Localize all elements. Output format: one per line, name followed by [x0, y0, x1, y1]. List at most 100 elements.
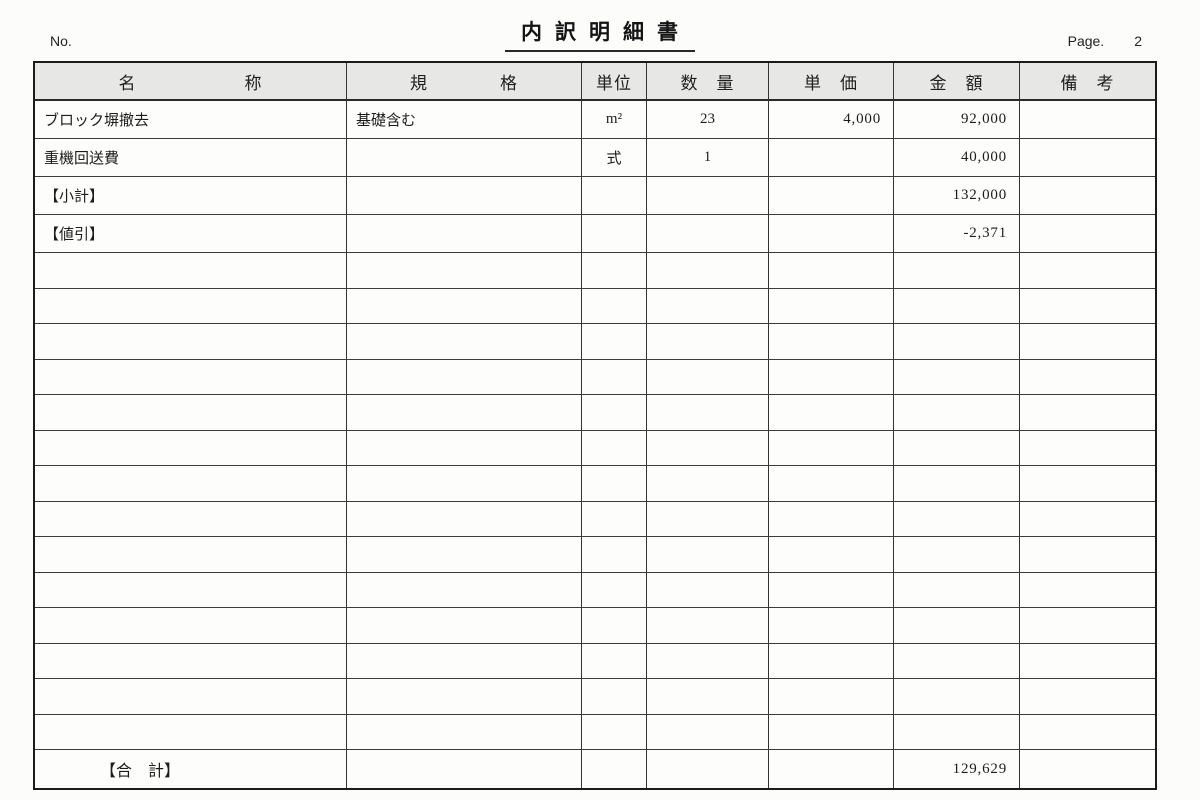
table-cell-empty: [769, 253, 894, 288]
table-cell-empty: [1020, 395, 1155, 430]
table-cell-empty: [1020, 431, 1155, 466]
table-cell-empty: [35, 395, 347, 430]
cell-qty: 1: [647, 139, 769, 176]
cell-total-label: 【合 計】: [35, 750, 347, 788]
cell-note: [1020, 215, 1155, 252]
table-cell-empty: [582, 572, 647, 607]
table-cell-empty: [647, 608, 769, 643]
table-cell-empty: [769, 324, 894, 359]
table-cell-empty: [894, 714, 1020, 749]
table-cell-empty: [769, 572, 894, 607]
table-cell-empty: [35, 608, 347, 643]
cell-name: ブロック塀撤去: [35, 101, 347, 138]
page-title: 内訳明細書: [505, 16, 695, 52]
table-cell-empty: [647, 714, 769, 749]
table-row-empty: [35, 324, 1155, 360]
table-cell-empty: [35, 430, 347, 465]
cell-total-amount: 129,629: [894, 750, 1020, 788]
table-cell-empty: [582, 288, 647, 323]
table-cell-empty: [769, 714, 894, 749]
table-cell-empty: [35, 359, 347, 394]
table-row-empty: [35, 572, 1155, 608]
cell-unit-price: [769, 177, 894, 214]
table-cell-empty: [582, 324, 647, 359]
table-cell-empty: [769, 501, 894, 536]
col-header-name: 名 称: [35, 63, 347, 99]
table-cell-empty: [894, 359, 1020, 394]
table-cell-empty: [647, 750, 769, 788]
table-cell-empty: [647, 679, 769, 714]
table-cell-empty: [582, 643, 647, 678]
table-cell-empty: [35, 572, 347, 607]
table-cell-empty: [1020, 253, 1155, 288]
cell-unit: m²: [582, 101, 647, 138]
table-cell-empty: [582, 253, 647, 288]
table-cell-empty: [894, 679, 1020, 714]
table-cell-empty: [1020, 608, 1155, 643]
cell-spec: [347, 139, 582, 176]
cell-amount: 92,000: [894, 101, 1020, 138]
table-cell-empty: [894, 288, 1020, 323]
table-cell-empty: [582, 714, 647, 749]
no-label: No.: [50, 33, 72, 49]
table-cell-empty: [347, 537, 582, 572]
table-cell-empty: [647, 466, 769, 501]
table-cell-empty: [35, 714, 347, 749]
table-cell-empty: [582, 395, 647, 430]
table-cell-empty: [769, 643, 894, 678]
table-cell-empty: [894, 395, 1020, 430]
cell-note: [1020, 101, 1155, 138]
table-cell-empty: [35, 253, 347, 288]
table-cell-empty: [347, 466, 582, 501]
cell-qty: [647, 215, 769, 252]
table-cell-empty: [35, 288, 347, 323]
table-cell-empty: [769, 395, 894, 430]
table-row-empty: [35, 714, 1155, 750]
table-row-empty: [35, 395, 1155, 431]
table-cell-empty: [1020, 502, 1155, 537]
table-header-row: 名 称 規 格 単位 数 量 単 価 金 額 備 考: [35, 63, 1155, 101]
table-cell-empty: [894, 324, 1020, 359]
cell-qty: [647, 177, 769, 214]
cell-unit: [582, 177, 647, 214]
table-row-empty: [35, 430, 1155, 466]
table-cell-empty: [894, 608, 1020, 643]
page-info: Page. 2: [1068, 33, 1142, 49]
cell-amount: 132,000: [894, 177, 1020, 214]
table-cell-empty: [1020, 324, 1155, 359]
table-cell-empty: [35, 466, 347, 501]
cell-unit: 式: [582, 139, 647, 176]
table-cell-empty: [347, 643, 582, 678]
table-cell-empty: [347, 253, 582, 288]
table-cell-empty: [647, 253, 769, 288]
cell-unit-price: [769, 139, 894, 176]
cell-qty: 23: [647, 101, 769, 138]
table-row-empty: [35, 359, 1155, 395]
cell-unit: [582, 215, 647, 252]
table-cell-empty: [1020, 537, 1155, 572]
table-cell-empty: [35, 643, 347, 678]
cell-unit-price: 4,000: [769, 101, 894, 138]
table-cell-empty: [1020, 679, 1155, 714]
page-number: 2: [1134, 33, 1142, 49]
table-row-empty: [35, 679, 1155, 715]
table-cell-empty: [582, 750, 647, 788]
table-row-empty: [35, 288, 1155, 324]
col-header-amount: 金 額: [894, 63, 1020, 99]
table-cell-empty: [769, 288, 894, 323]
table-cell-empty: [347, 501, 582, 536]
table-cell-empty: [1020, 644, 1155, 679]
table-cell-empty: [769, 466, 894, 501]
table-cell-empty: [347, 714, 582, 749]
table-row-empty: [35, 501, 1155, 537]
table-cell-empty: [35, 324, 347, 359]
table-cell-empty: [35, 679, 347, 714]
col-header-unit-price: 単 価: [769, 63, 894, 99]
cell-spec: [347, 215, 582, 252]
table-cell-empty: [347, 679, 582, 714]
table-row-empty: [35, 466, 1155, 502]
table-row-empty: [35, 253, 1155, 289]
table-cell-empty: [894, 572, 1020, 607]
cell-name: 【値引】: [35, 215, 347, 252]
table-cell-empty: [894, 430, 1020, 465]
